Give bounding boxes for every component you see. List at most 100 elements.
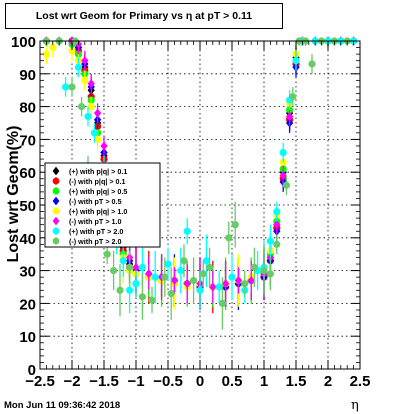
data-point xyxy=(74,63,82,71)
data-point xyxy=(164,260,172,268)
data-point xyxy=(282,181,290,189)
data-point xyxy=(170,275,178,285)
data-point xyxy=(250,263,258,271)
data-point xyxy=(222,279,230,289)
data-point xyxy=(116,286,124,294)
data-point xyxy=(138,263,146,271)
data-point xyxy=(81,76,89,84)
y-tick-label: 80 xyxy=(19,100,36,117)
legend-label: (-) with pT > 2.0 xyxy=(69,237,122,246)
data-point xyxy=(161,273,169,281)
data-point xyxy=(215,283,223,291)
legend-label: (-) with pT > 0.5 xyxy=(69,197,122,206)
data-point xyxy=(42,50,51,58)
x-axis-label: η xyxy=(351,398,359,413)
y-tick-label: 60 xyxy=(19,165,36,182)
data-point xyxy=(68,47,76,55)
x-tick-label: 1 xyxy=(260,373,268,390)
legend-label: (-) with pT > 1.0 xyxy=(69,217,122,226)
data-point xyxy=(81,56,89,66)
y-tick-label: 20 xyxy=(19,296,36,313)
x-tick-label: −2 xyxy=(63,373,80,390)
axes: −2.5 −2 −1.5 −1 −0.5 0 0.5 1 1.5 2 2.5 0 10 20 30 40 50 6… xyxy=(11,34,370,390)
data-point xyxy=(234,275,242,285)
x-tick-label: −1 xyxy=(127,373,144,390)
data-point xyxy=(87,79,95,89)
data-point xyxy=(177,267,185,275)
x-tick-label: 0.5 xyxy=(222,373,243,390)
x-tick-label: 1.5 xyxy=(286,373,307,390)
data-point xyxy=(289,93,297,101)
data-point xyxy=(110,267,118,275)
data-point xyxy=(308,60,316,68)
y-tick-label: 40 xyxy=(19,231,36,248)
timestamp: Mon Jun 11 09:36:42 2018 xyxy=(4,400,121,411)
data-point xyxy=(279,170,287,180)
data-point xyxy=(78,103,86,111)
data-point xyxy=(231,221,239,229)
data-point xyxy=(100,141,108,151)
data-point xyxy=(183,279,191,289)
data-point xyxy=(206,263,214,271)
data-point xyxy=(190,276,198,285)
data-point xyxy=(183,227,191,235)
legend-box xyxy=(44,162,161,248)
data-point xyxy=(273,207,281,216)
legend-label: (+) with p|q| > 0.5 xyxy=(69,187,127,196)
y-tick-label: 90 xyxy=(19,67,36,84)
y-tick-label: 70 xyxy=(19,132,36,149)
data-point xyxy=(209,282,217,292)
data-point xyxy=(62,83,70,91)
data-point xyxy=(145,269,153,279)
data-point xyxy=(266,270,274,278)
data-point xyxy=(132,262,140,272)
data-point xyxy=(132,280,140,288)
legend: (+) with p|q| > 0.1(-) with p|q| > 0.1(+… xyxy=(44,162,161,248)
data-point xyxy=(196,286,204,294)
data-point xyxy=(225,234,233,242)
x-tick-label: −2.5 xyxy=(25,373,55,390)
x-tick-label: −1.5 xyxy=(89,373,119,390)
legend-label: (+) with p|q| > 1.0 xyxy=(69,207,127,216)
data-point xyxy=(292,57,300,65)
data-point xyxy=(126,286,134,294)
y-tick-label: 100 xyxy=(11,34,36,51)
x-tick-label: 2 xyxy=(324,373,332,390)
data-point xyxy=(247,275,255,285)
data-point xyxy=(260,267,268,275)
data-point xyxy=(151,273,159,281)
data-point xyxy=(148,296,156,304)
x-tick-label: −0.5 xyxy=(153,373,183,390)
y-tick-label: 0 xyxy=(28,362,36,379)
data-point xyxy=(87,103,95,111)
data-point xyxy=(202,257,210,265)
x-tick-label: 2.5 xyxy=(350,373,371,390)
x-tick-label: 0 xyxy=(196,373,204,390)
data-point xyxy=(68,83,76,91)
data-point xyxy=(286,111,294,121)
data-point xyxy=(167,289,175,298)
data-point xyxy=(138,293,146,301)
data-point xyxy=(180,257,188,265)
data-point xyxy=(94,135,102,143)
data-point xyxy=(218,299,226,307)
data-point xyxy=(241,280,249,288)
y-tick-label: 30 xyxy=(19,264,36,281)
data-point xyxy=(273,240,281,248)
y-tick-label: 50 xyxy=(19,198,36,215)
y-axis-label: Lost wrt Geom(%) xyxy=(5,125,22,263)
data-point xyxy=(228,273,236,281)
data-point xyxy=(273,220,281,230)
data-point xyxy=(119,257,127,265)
y-tick-label: 10 xyxy=(19,329,36,346)
data-point xyxy=(266,237,274,245)
data-point xyxy=(126,263,134,271)
legend-label: (-) with p|q| > 0.1 xyxy=(69,177,126,186)
data-point xyxy=(103,250,111,258)
data-point xyxy=(84,112,92,121)
chart-title: Lost wrt Geom for Primary vs η at pT > 0… xyxy=(5,3,283,29)
data-point xyxy=(49,43,57,52)
legend-label: (+) with pT > 2.0 xyxy=(69,227,123,236)
legend-label: (+) with p|q| > 0.1 xyxy=(69,167,127,176)
